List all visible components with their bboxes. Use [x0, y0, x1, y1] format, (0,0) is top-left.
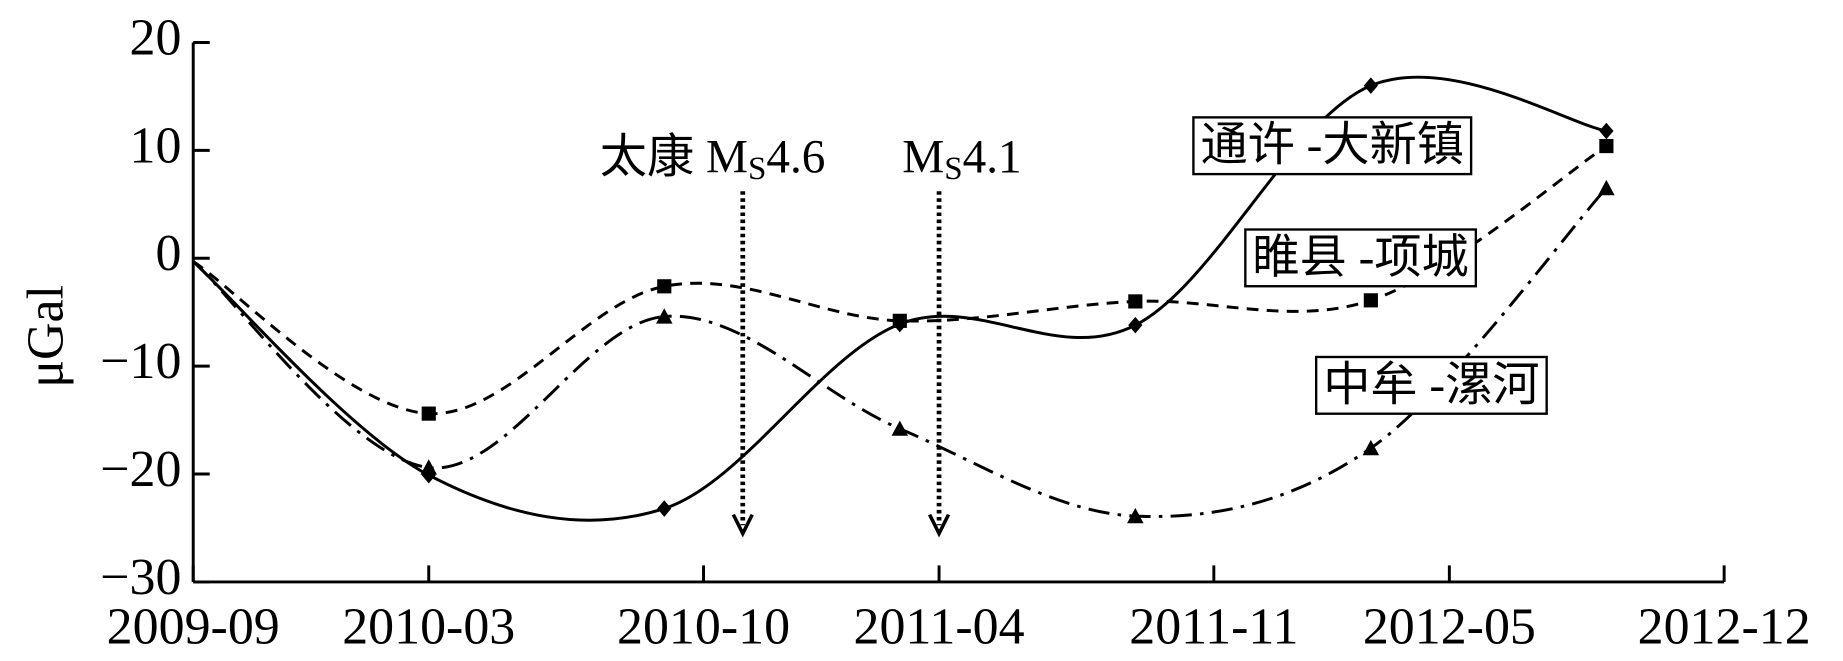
x-tick-label: 2012-12	[1638, 598, 1811, 655]
event-label: MS4.1	[902, 132, 1021, 187]
y-tick-label: −20	[100, 441, 181, 498]
marker	[1128, 294, 1143, 309]
marker	[1363, 293, 1378, 308]
series-label-box	[1244, 228, 1478, 288]
marker	[656, 308, 673, 324]
marker	[891, 420, 909, 436]
marker	[1362, 439, 1380, 456]
x-tick-label: 2009-09	[107, 598, 280, 655]
series-label-box	[1192, 116, 1473, 176]
marker	[1598, 179, 1615, 196]
event-text: M	[902, 132, 944, 184]
x-tick-label: 2011-04	[853, 598, 1024, 655]
event-text: 太康 M	[600, 132, 748, 184]
series-label-box	[1314, 355, 1548, 415]
marker	[1599, 138, 1614, 154]
marker	[1363, 77, 1378, 94]
event-sub: S	[944, 151, 962, 187]
event-label: 太康 MS4.6	[600, 132, 826, 187]
series-label: 睢县 -项城	[1252, 232, 1468, 284]
x-tick-label: 2011-11	[1129, 598, 1298, 655]
marker	[657, 279, 672, 294]
marker	[1127, 507, 1144, 524]
event-mag: 4.1	[963, 132, 1022, 184]
x-tick-label: 2010-10	[617, 598, 790, 655]
marker	[657, 500, 672, 517]
event-mag: 4.6	[766, 132, 825, 184]
series-label: 中牟 -漯河	[1323, 359, 1539, 411]
x-tick-label: 2010-03	[342, 598, 515, 655]
y-axis-label: μGal	[17, 285, 74, 388]
marker	[421, 406, 436, 421]
marker	[1128, 316, 1143, 334]
marker	[420, 459, 438, 475]
y-tick-label: 10	[129, 117, 181, 174]
event-arrowhead	[731, 513, 754, 538]
y-tick-label: 0	[155, 225, 181, 282]
event-arrowhead	[928, 513, 951, 538]
event-sub: S	[748, 151, 766, 187]
series-label: 通许 -大新镇	[1200, 120, 1464, 172]
x-tick-label: 2012-05	[1363, 598, 1536, 655]
y-tick-label: −30	[100, 549, 181, 606]
y-tick-label: −10	[100, 333, 181, 390]
y-tick-label: 20	[129, 9, 181, 66]
marker	[892, 313, 907, 328]
marker	[1599, 122, 1614, 140]
